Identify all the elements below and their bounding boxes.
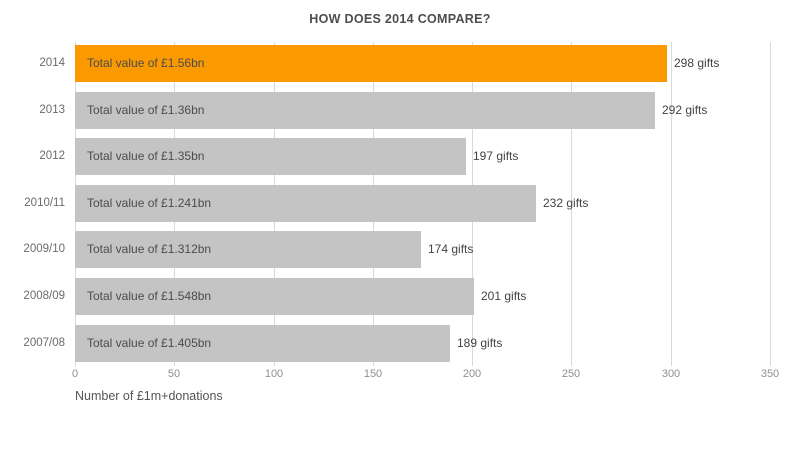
gifts-count-label: 298 gifts [674,56,720,70]
category-label: 2012 [39,150,65,163]
category-label: 2010/11 [24,196,65,209]
x-tick-label: 250 [561,368,581,380]
gifts-count-label: 197 gifts [473,149,519,164]
x-axis-label: Number of £1m+donations [75,389,223,403]
bar-value-label: Total value of £1.241bn [87,195,212,210]
bar-2009-10: Total value of £1.312bn [75,231,421,269]
category-label: 2014 [39,57,65,69]
x-tick-label: 50 [167,368,181,380]
bar-value-label: Total value of £1.405bn [87,335,212,350]
gifts-count-label: 189 gifts [457,335,503,350]
gridline [770,42,771,366]
bar-2008-09: Total value of £1.548bn [75,278,474,315]
x-tick-label: 300 [661,368,681,380]
x-tick-label: 100 [264,368,284,380]
gridline [571,42,572,366]
category-label: 2009/10 [23,243,65,256]
bar-value-label: Total value of £1.35bn [87,149,205,164]
category-label: 2013 [39,103,65,116]
gridline [671,42,672,366]
x-tick-label: 150 [363,368,383,380]
category-label: 2008/09 [23,290,65,302]
bar-2010-11: Total value of £1.241bn [75,184,536,222]
bar-value-label: Total value of £1.312bn [87,242,212,257]
gifts-count-label: 232 gifts [543,195,589,210]
x-tick-label: 350 [760,368,780,380]
bar-value-label: Total value of £1.36bn [87,102,205,117]
bar-2014: Total value of £1.56bn [75,45,667,82]
bar-2007-08: Total value of £1.405bn [75,324,450,362]
bar-2012: Total value of £1.35bn [75,138,466,176]
bar-value-label: Total value of £1.56bn [87,56,205,70]
gifts-count-label: 292 gifts [662,102,708,117]
gifts-count-label: 174 gifts [428,242,474,257]
bar-value-label: Total value of £1.548bn [87,289,212,303]
chart-title: HOW DOES 2014 COMPARE? [309,12,491,26]
gifts-count-label: 201 gifts [481,289,527,303]
bar-2013: Total value of £1.36bn [75,91,655,129]
x-axis-tick-labels: 0 50 100 150 200 250 300 350 [71,368,779,384]
plot-area: 2014 Total value of £1.56bn 298 gifts 2013 T… [23,42,775,366]
x-tick-label: 0 [71,368,79,380]
category-label: 2007/08 [23,336,65,349]
x-tick-label: 200 [462,368,482,380]
